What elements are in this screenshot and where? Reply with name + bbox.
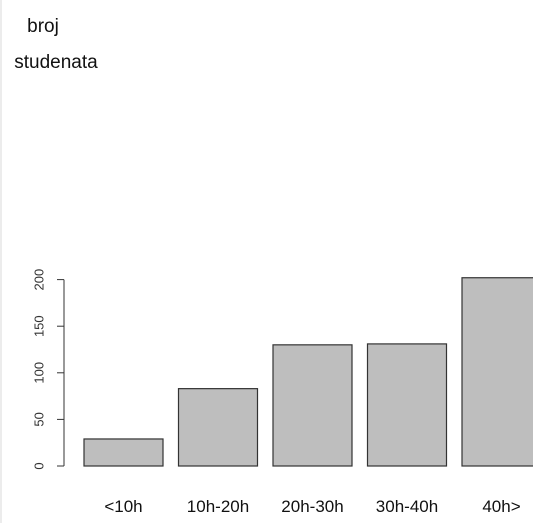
y-tick-label: 200 xyxy=(31,269,46,291)
x-tick-label: 20h-30h xyxy=(281,497,343,516)
y-axis-label-line-2: studenata xyxy=(14,52,98,73)
y-axis-label-line-1: broj xyxy=(27,16,59,37)
bars xyxy=(83,277,533,467)
x-tick-label: 10h-20h xyxy=(187,497,249,516)
y-tick-label: 150 xyxy=(31,315,46,337)
y-tick-label: 100 xyxy=(31,362,46,384)
x-tick-label: 30h-40h xyxy=(376,497,438,516)
bar xyxy=(461,277,533,467)
x-tick-label: 40h> xyxy=(482,497,520,516)
y-tick-label: 0 xyxy=(31,462,46,469)
y-tick-label: 50 xyxy=(31,412,46,426)
y-axis: 0 50 100 150 200 xyxy=(31,269,65,470)
x-tick-label: <10h xyxy=(104,497,142,516)
x-axis-labels: <10h 10h-20h 20h-30h 30h-40h 40h> xyxy=(104,497,520,516)
bar xyxy=(272,344,353,467)
bar xyxy=(177,388,259,467)
bar xyxy=(83,438,164,467)
bar xyxy=(366,343,448,467)
